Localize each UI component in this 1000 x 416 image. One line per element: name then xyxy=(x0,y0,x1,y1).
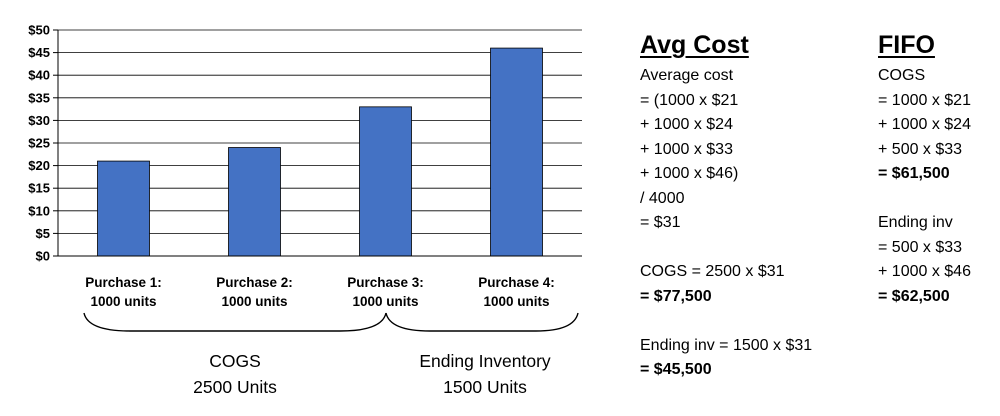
x-tick-sublabel: 1000 units xyxy=(221,294,287,309)
x-tick-sublabel: 1000 units xyxy=(483,294,549,309)
avg-cost-line: Average cost xyxy=(640,67,734,84)
x-tick-sublabel: 1000 units xyxy=(352,294,418,309)
y-tick-label: $15 xyxy=(28,181,50,196)
cogs-bracket-label: COGS 2500 Units xyxy=(160,348,310,400)
avg-cost-line: = $45,500 xyxy=(640,361,712,378)
x-tick-label: Purchase 1: xyxy=(85,275,162,290)
bar xyxy=(97,160,150,257)
fifo-heading: FIFO xyxy=(878,31,935,59)
fifo-spacer xyxy=(878,187,971,212)
y-tick-label: $10 xyxy=(28,203,50,218)
y-tick-labels: $0 $5 $10 $15 $20 $25 $30 $35 $40 $45 $50 xyxy=(28,23,50,264)
fifo-line: = 500 x $33 xyxy=(878,238,963,256)
bar xyxy=(228,147,281,257)
fifo-line: + 1000 x $24 xyxy=(878,116,971,133)
avg-cost-line: + 1000 x $46) xyxy=(640,165,739,182)
y-tick-label: $45 xyxy=(28,45,50,60)
avg-cost-heading: Avg Cost xyxy=(640,31,749,59)
fifo-line: = 1000 x $21 xyxy=(878,91,971,109)
x-tick-sublabel: 1000 units xyxy=(90,294,156,309)
fifo-line: + 500 x $33 xyxy=(878,140,963,158)
avg-cost-column: Avg Cost Average cost = (1000 x $21 + 1000… xyxy=(640,30,812,383)
ending-bracket-line1: Ending Inventory xyxy=(419,351,551,371)
x-tick-labels: Purchase 1: 1000 units Purchase 2: 1000 uni… xyxy=(85,275,555,309)
y-tick-label: $35 xyxy=(28,90,50,105)
y-tick-label: $30 xyxy=(28,113,50,128)
bar-chart: $0 $5 $10 $15 $20 $25 $30 $35 $40 $45 $50 Purchase… xyxy=(28,23,582,332)
ending-bracket-line2: 1500 Units xyxy=(443,377,527,397)
fifo-line: = $61,500 xyxy=(878,165,950,182)
bars xyxy=(97,47,543,257)
avg-cost-spacer xyxy=(640,309,812,334)
brackets xyxy=(83,312,579,332)
cogs-bracket-line2: 2500 Units xyxy=(193,377,277,397)
ending-inventory-bracket xyxy=(385,312,579,332)
ending-bracket-label: Ending Inventory 1500 Units xyxy=(395,348,575,400)
bar xyxy=(490,47,543,257)
fifo-column: FIFO COGS = 1000 x $21 + 1000 x $24 + 500 x… xyxy=(878,30,971,309)
fifo-line: COGS xyxy=(878,67,926,84)
fifo-line: = $62,500 xyxy=(878,287,950,305)
avg-cost-line: = $31 xyxy=(640,214,681,231)
avg-cost-line: + 1000 x $24 xyxy=(640,116,733,133)
y-tick-label: $0 xyxy=(36,249,50,264)
y-tick-label: $20 xyxy=(28,158,50,173)
fifo-line: Ending inv xyxy=(878,214,953,231)
x-tick-label: Purchase 3: xyxy=(347,275,424,290)
bar xyxy=(359,106,412,257)
avg-cost-line: + 1000 x $33 xyxy=(640,140,733,158)
avg-cost-line: COGS = 2500 x $31 xyxy=(640,263,785,280)
cogs-bracket xyxy=(83,312,387,332)
avg-cost-line: / 4000 xyxy=(640,189,685,207)
avg-cost-line: = $77,500 xyxy=(640,287,712,305)
axes xyxy=(53,29,582,257)
cogs-bracket-line1: COGS xyxy=(209,351,261,371)
y-tick-label: $50 xyxy=(28,23,50,38)
avg-cost-spacer xyxy=(640,236,812,261)
y-tick-label: $40 xyxy=(28,68,50,83)
avg-cost-line: Ending inv = 1500 x $31 xyxy=(640,336,813,354)
fifo-line: + 1000 x $46 xyxy=(878,263,971,280)
y-tick-label: $5 xyxy=(36,226,50,241)
y-tick-label: $25 xyxy=(28,136,50,151)
avg-cost-line: = (1000 x $21 xyxy=(640,91,739,109)
x-tick-label: Purchase 4: xyxy=(478,275,555,290)
x-tick-label: Purchase 2: xyxy=(216,275,293,290)
